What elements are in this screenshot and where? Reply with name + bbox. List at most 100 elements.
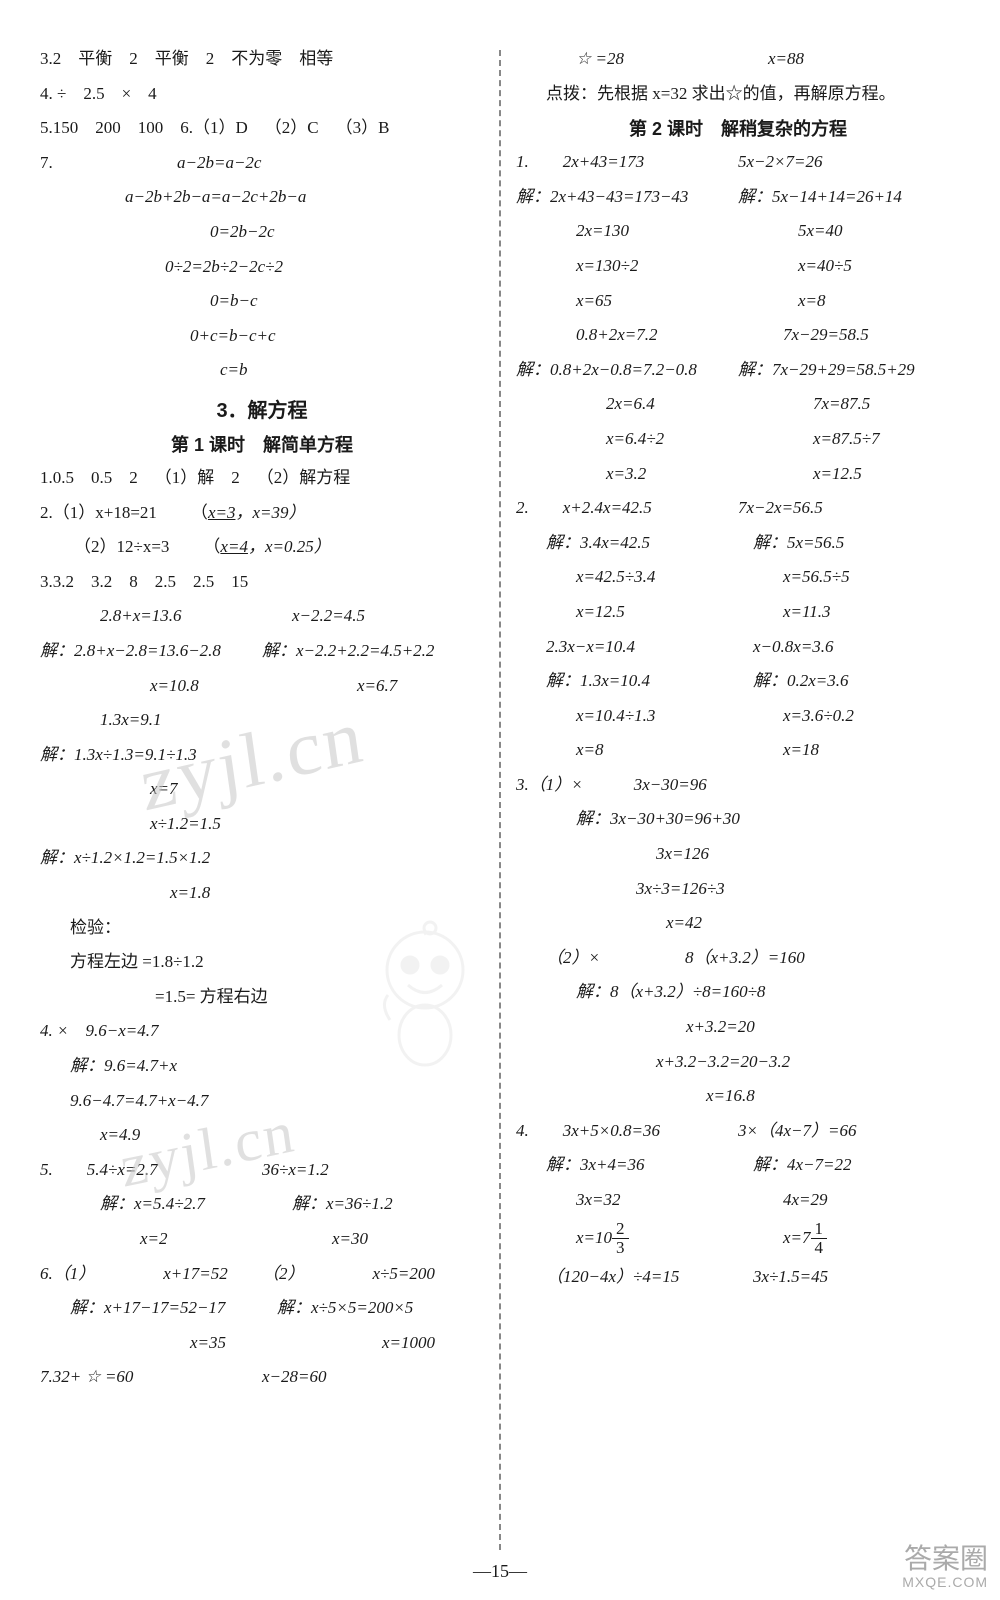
equation: 解：0.2x=3.6 (753, 666, 960, 697)
equation: 4. 3x+5×0.8=36 (516, 1116, 738, 1147)
equation: 解：3x+4=36 (516, 1150, 753, 1181)
seg: 2.（1）x+18=21 （ (40, 503, 208, 522)
equation: 36÷x=1.2 (262, 1155, 484, 1186)
equation: x+3.2=20 (516, 1012, 960, 1043)
equation: x=18 (753, 735, 960, 766)
right-column: ☆ =28x=88 点拨：先根据 x=32 求出☆的值，再解原方程。 第 2 课… (501, 40, 975, 1580)
equation: x=8 (738, 286, 960, 317)
equation: （120−4x）÷4=15 (516, 1262, 753, 1293)
equation: x÷1.2=1.5 (40, 809, 484, 840)
equation: x=87.5÷7 (753, 424, 960, 455)
equation: 解：x=5.4÷2.7 (40, 1189, 292, 1220)
equation: x=7 (40, 774, 484, 805)
seg: ，x=0.25） (248, 537, 331, 556)
seg: （2）12÷x=3 （ (40, 537, 220, 556)
equation: x=42.5÷3.4 (516, 562, 753, 593)
equation: 1. 2x+43=173 (516, 147, 738, 178)
equation: x=40÷5 (738, 251, 960, 282)
equation: 解：5x−14+14=26+14 (738, 182, 960, 213)
text: 7. a−2b=a−2c (40, 148, 484, 179)
equation: ☆ =28 (516, 44, 768, 75)
equation: 0÷2=2b÷2−2c÷2 (40, 252, 484, 283)
equation: 4x=29 (753, 1185, 960, 1216)
equation: x=30 (292, 1224, 484, 1255)
equation: a−2b=a−2c (57, 153, 261, 172)
text: 2.（1）x+18=21 （x=3，x=39） (40, 498, 484, 529)
equation: 6.（1） x+17=52 (40, 1259, 262, 1290)
equation: 7x−2x=56.5 (738, 493, 960, 524)
equation: x=35 (40, 1328, 292, 1359)
equation: 0=b−c (40, 286, 484, 317)
equation: x−0.8x=3.6 (753, 632, 960, 663)
seg: x=10 (576, 1228, 612, 1247)
equation: 3.（1）× 3x−30=96 (516, 770, 960, 801)
equation: x=4.9 (40, 1120, 484, 1151)
equation: 2. x+2.4x=42.5 (516, 493, 738, 524)
equation: 解：x+17−17=52−17 (40, 1293, 277, 1324)
equation: 1.3x=9.1 (40, 705, 484, 736)
equation: 9.6−4.7=4.7+x−4.7 (40, 1086, 484, 1117)
equation: 解：2x+43−43=173−43 (516, 182, 738, 213)
badge-sub: MXQE.COM (902, 1575, 988, 1590)
subheading: 第 2 课时 解稍复杂的方程 (516, 115, 960, 141)
equation: 3×（4x−7）=66 (738, 1116, 960, 1147)
equation: 解：x−2.2+2.2=4.5+2.2 (262, 636, 484, 667)
equation: 2.3x−x=10.4 (516, 632, 753, 663)
equation: 0.8+2x=7.2 (516, 320, 753, 351)
text: 3.2 平衡 2 平衡 2 不为零 相等 (40, 44, 484, 75)
equation: 2.8+x=13.6 (40, 601, 292, 632)
equation: x=714 (753, 1220, 960, 1258)
equation: x=1023 (516, 1220, 753, 1258)
equation: 解：x=36÷1.2 (292, 1189, 484, 1220)
equation: 解：2.8+x−2.8=13.6−2.8 (40, 636, 262, 667)
equation: 解：8（x+3.2）÷8=160÷8 (516, 977, 960, 1008)
equation: 3x=126 (516, 839, 960, 870)
subheading: 第 1 课时 解简单方程 (40, 431, 484, 457)
denominator: 4 (811, 1239, 828, 1258)
mascot-icon (360, 920, 480, 1070)
equation: 3x=32 (516, 1185, 753, 1216)
equation: 解：0.8+2x−0.8=7.2−0.8 (516, 355, 738, 386)
equation: x=3.6÷0.2 (753, 701, 960, 732)
equation: x=12.5 (753, 459, 960, 490)
numerator: 1 (811, 1220, 828, 1240)
equation: 5x=40 (738, 216, 960, 247)
underlined-answer: x=4 (220, 537, 248, 556)
equation: 2x=6.4 (516, 389, 753, 420)
text: 3.3.2 3.2 8 2.5 2.5 15 (40, 567, 484, 598)
fraction: 14 (811, 1220, 828, 1258)
equation: 解：7x−29+29=58.5+29 (738, 355, 960, 386)
fraction: 23 (612, 1220, 629, 1258)
equation: x−2.2=4.5 (292, 601, 484, 632)
equation: （2） x÷5=200 (262, 1259, 484, 1290)
note: 点拨：先根据 x=32 求出☆的值，再解原方程。 (516, 79, 960, 110)
equation: x=56.5÷5 (753, 562, 960, 593)
equation: x=1000 (292, 1328, 484, 1359)
equation: 3x÷1.5=45 (753, 1262, 960, 1293)
heading: 3．解方程 (40, 394, 484, 423)
seg: x=7 (783, 1228, 811, 1247)
left-column: 3.2 平衡 2 平衡 2 不为零 相等 4. ÷ 2.5 × 4 5.150 … (25, 40, 499, 1580)
equation: 解：3x−30+30=96+30 (516, 804, 960, 835)
equation: x=88 (768, 44, 960, 75)
equation: 0=2b−2c (40, 217, 484, 248)
badge-title: 答案圈 (904, 1543, 988, 1574)
equation: 3x÷3=126÷3 (516, 874, 960, 905)
equation: x=3.2 (516, 459, 753, 490)
equation: x−28=60 (262, 1362, 484, 1393)
equation: x=6.7 (277, 671, 484, 702)
equation: 解：5x=56.5 (753, 528, 960, 559)
label: 7. (40, 153, 53, 172)
equation: 7x=87.5 (753, 389, 960, 420)
equation: 7x−29=58.5 (753, 320, 960, 351)
equation: 解：x÷5×5=200×5 (277, 1293, 484, 1324)
equation: x=65 (516, 286, 738, 317)
denominator: 3 (612, 1239, 629, 1258)
equation: x=11.3 (753, 597, 960, 628)
underlined-answer: x=3 (208, 503, 236, 522)
seg: ，x=39） (235, 503, 305, 522)
equation: 0+c=b−c+c (40, 321, 484, 352)
equation: 解：3.4x=42.5 (516, 528, 753, 559)
equation: 解：1.3x=10.4 (516, 666, 753, 697)
equation: 2x=130 (516, 216, 738, 247)
